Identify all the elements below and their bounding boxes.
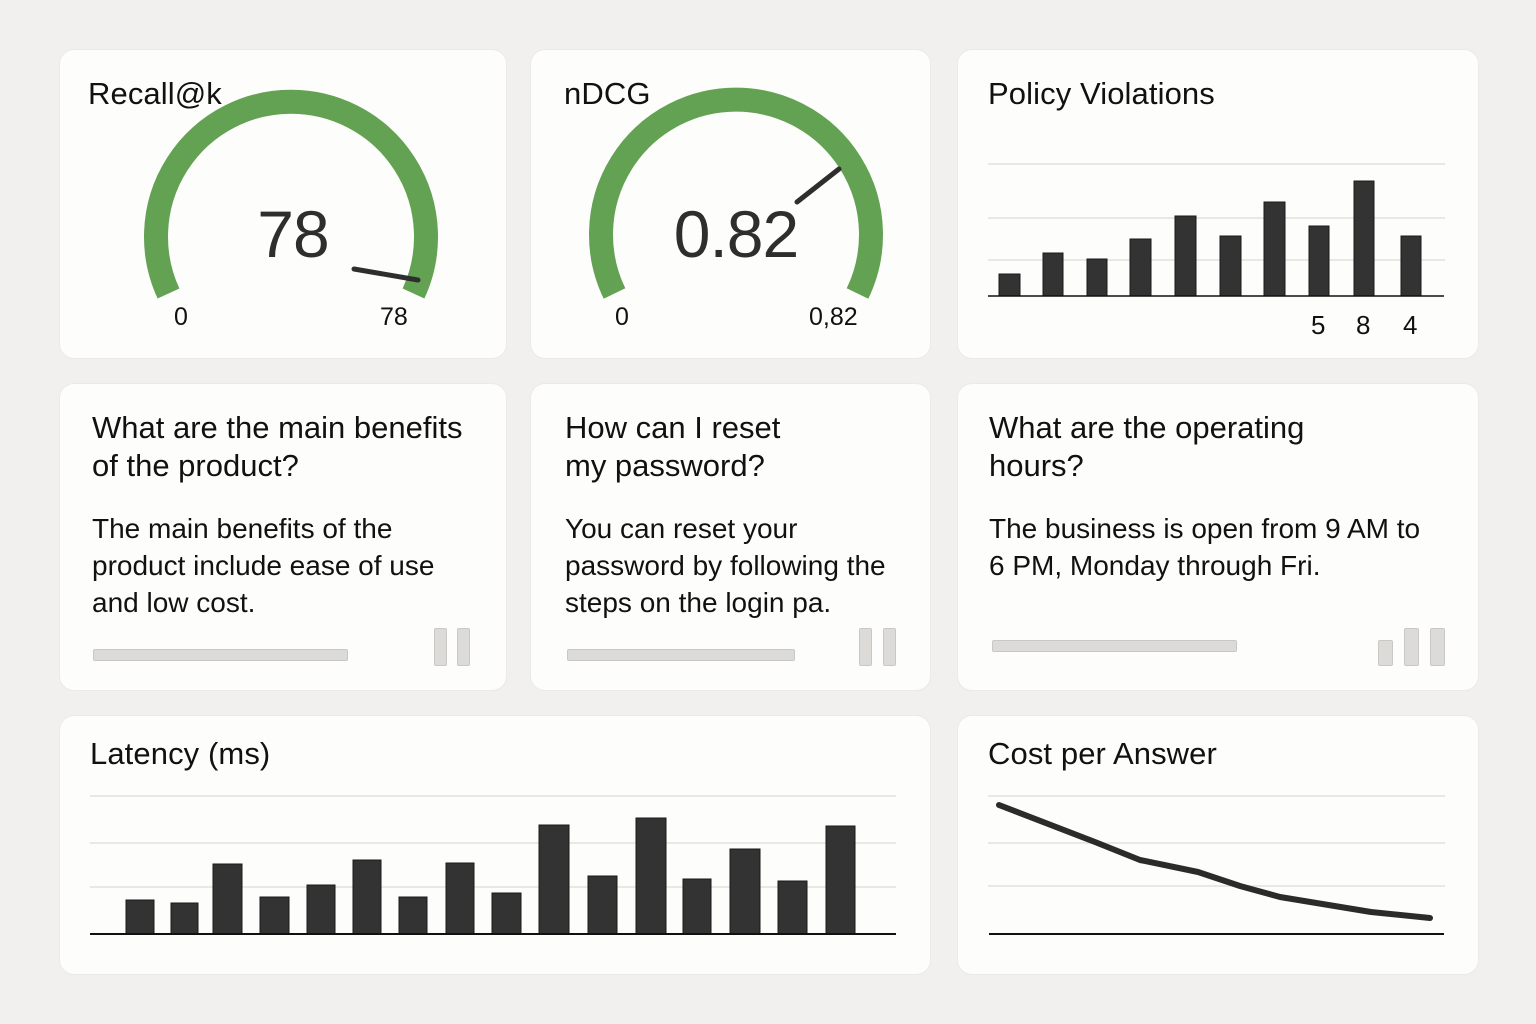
- qa-question: What are the operating hours?: [989, 410, 1305, 483]
- qa-answer: The main benefits of the product include…: [92, 513, 435, 618]
- bar: [212, 863, 243, 935]
- qa-card[interactable]: What are the main benefits of the produc…: [60, 384, 506, 690]
- bar: [306, 884, 336, 935]
- bar: [1086, 258, 1108, 297]
- mini-bar-icon: [1430, 628, 1445, 666]
- bar: [1174, 215, 1197, 297]
- bar: [998, 273, 1021, 297]
- latency-chart: [90, 795, 896, 935]
- recall-max-label: 78: [380, 303, 408, 331]
- latency-title: Latency (ms): [90, 736, 271, 771]
- cost-per-answer-chart: [988, 795, 1445, 935]
- bar: [635, 817, 667, 935]
- qa-answer: You can reset your password by following…: [565, 513, 886, 618]
- bar: [1042, 252, 1064, 297]
- gauge-needle: [794, 166, 842, 205]
- bar: [445, 862, 475, 935]
- bar: [682, 878, 712, 935]
- policy-tick-label: 8: [1356, 310, 1371, 340]
- ndcg-value: 0.82: [673, 197, 799, 271]
- cost-per-answer-card: Cost per Answer: [958, 716, 1478, 974]
- gauge-needle: [351, 266, 421, 283]
- bar: [491, 892, 522, 935]
- qa-card[interactable]: How can I reset my password? You can res…: [531, 384, 930, 690]
- bar: [1308, 225, 1330, 297]
- ndcg-max-label: 0,82: [809, 303, 858, 331]
- cost-line: [996, 802, 1433, 921]
- bar: [587, 875, 618, 935]
- recall-min-label: 0: [174, 303, 188, 331]
- cost-per-answer-title: Cost per Answer: [988, 736, 1217, 771]
- bar: [352, 859, 382, 935]
- policy-violations-title: Policy Violations: [988, 76, 1215, 111]
- recall-gauge: [144, 89, 438, 299]
- ndcg-card: nDCG 0.82 0 0,82: [531, 50, 930, 358]
- bar: [825, 825, 856, 935]
- qa-card[interactable]: What are the operating hours? The busine…: [958, 384, 1478, 690]
- latency-card: Latency (ms): [60, 716, 930, 974]
- bar: [1219, 235, 1242, 297]
- recall-value: 78: [257, 197, 329, 271]
- bar: [538, 824, 570, 935]
- ndcg-gauge: [589, 87, 883, 299]
- ndcg-min-label: 0: [615, 303, 629, 331]
- policy-violations-card: Policy Violations 5 8 4: [958, 50, 1478, 358]
- bar: [398, 896, 428, 935]
- bar: [1400, 235, 1422, 297]
- progress-bar-placeholder: [992, 640, 1237, 652]
- policy-tick-label: 4: [1403, 310, 1418, 340]
- mini-bar-icon: [434, 628, 447, 666]
- bar: [1353, 180, 1375, 297]
- mini-bar-icon: [1378, 640, 1393, 666]
- bar: [125, 899, 155, 935]
- policy-tick-label: 5: [1311, 310, 1326, 340]
- bar: [170, 902, 199, 935]
- policy-violations-chart: [988, 163, 1445, 297]
- qa-question: How can I reset my password?: [565, 410, 781, 483]
- mini-bar-icon: [859, 628, 872, 666]
- bar: [777, 880, 808, 935]
- bar: [259, 896, 290, 935]
- recall-title: Recall@k: [88, 76, 222, 111]
- mini-bar-icon: [457, 628, 470, 666]
- mini-bar-icon: [1404, 628, 1419, 666]
- progress-bar-placeholder: [567, 649, 795, 661]
- bar: [729, 848, 761, 935]
- bar: [1263, 201, 1286, 297]
- ndcg-title: nDCG: [564, 76, 651, 111]
- qa-answer: The business is open from 9 AM to 6 PM, …: [989, 513, 1421, 581]
- qa-question: What are the main benefits of the produc…: [92, 410, 463, 483]
- progress-bar-placeholder: [93, 649, 348, 661]
- bar: [1129, 238, 1152, 297]
- mini-bar-icon: [883, 628, 896, 666]
- recall-card: Recall@k 78 0 78: [60, 50, 506, 358]
